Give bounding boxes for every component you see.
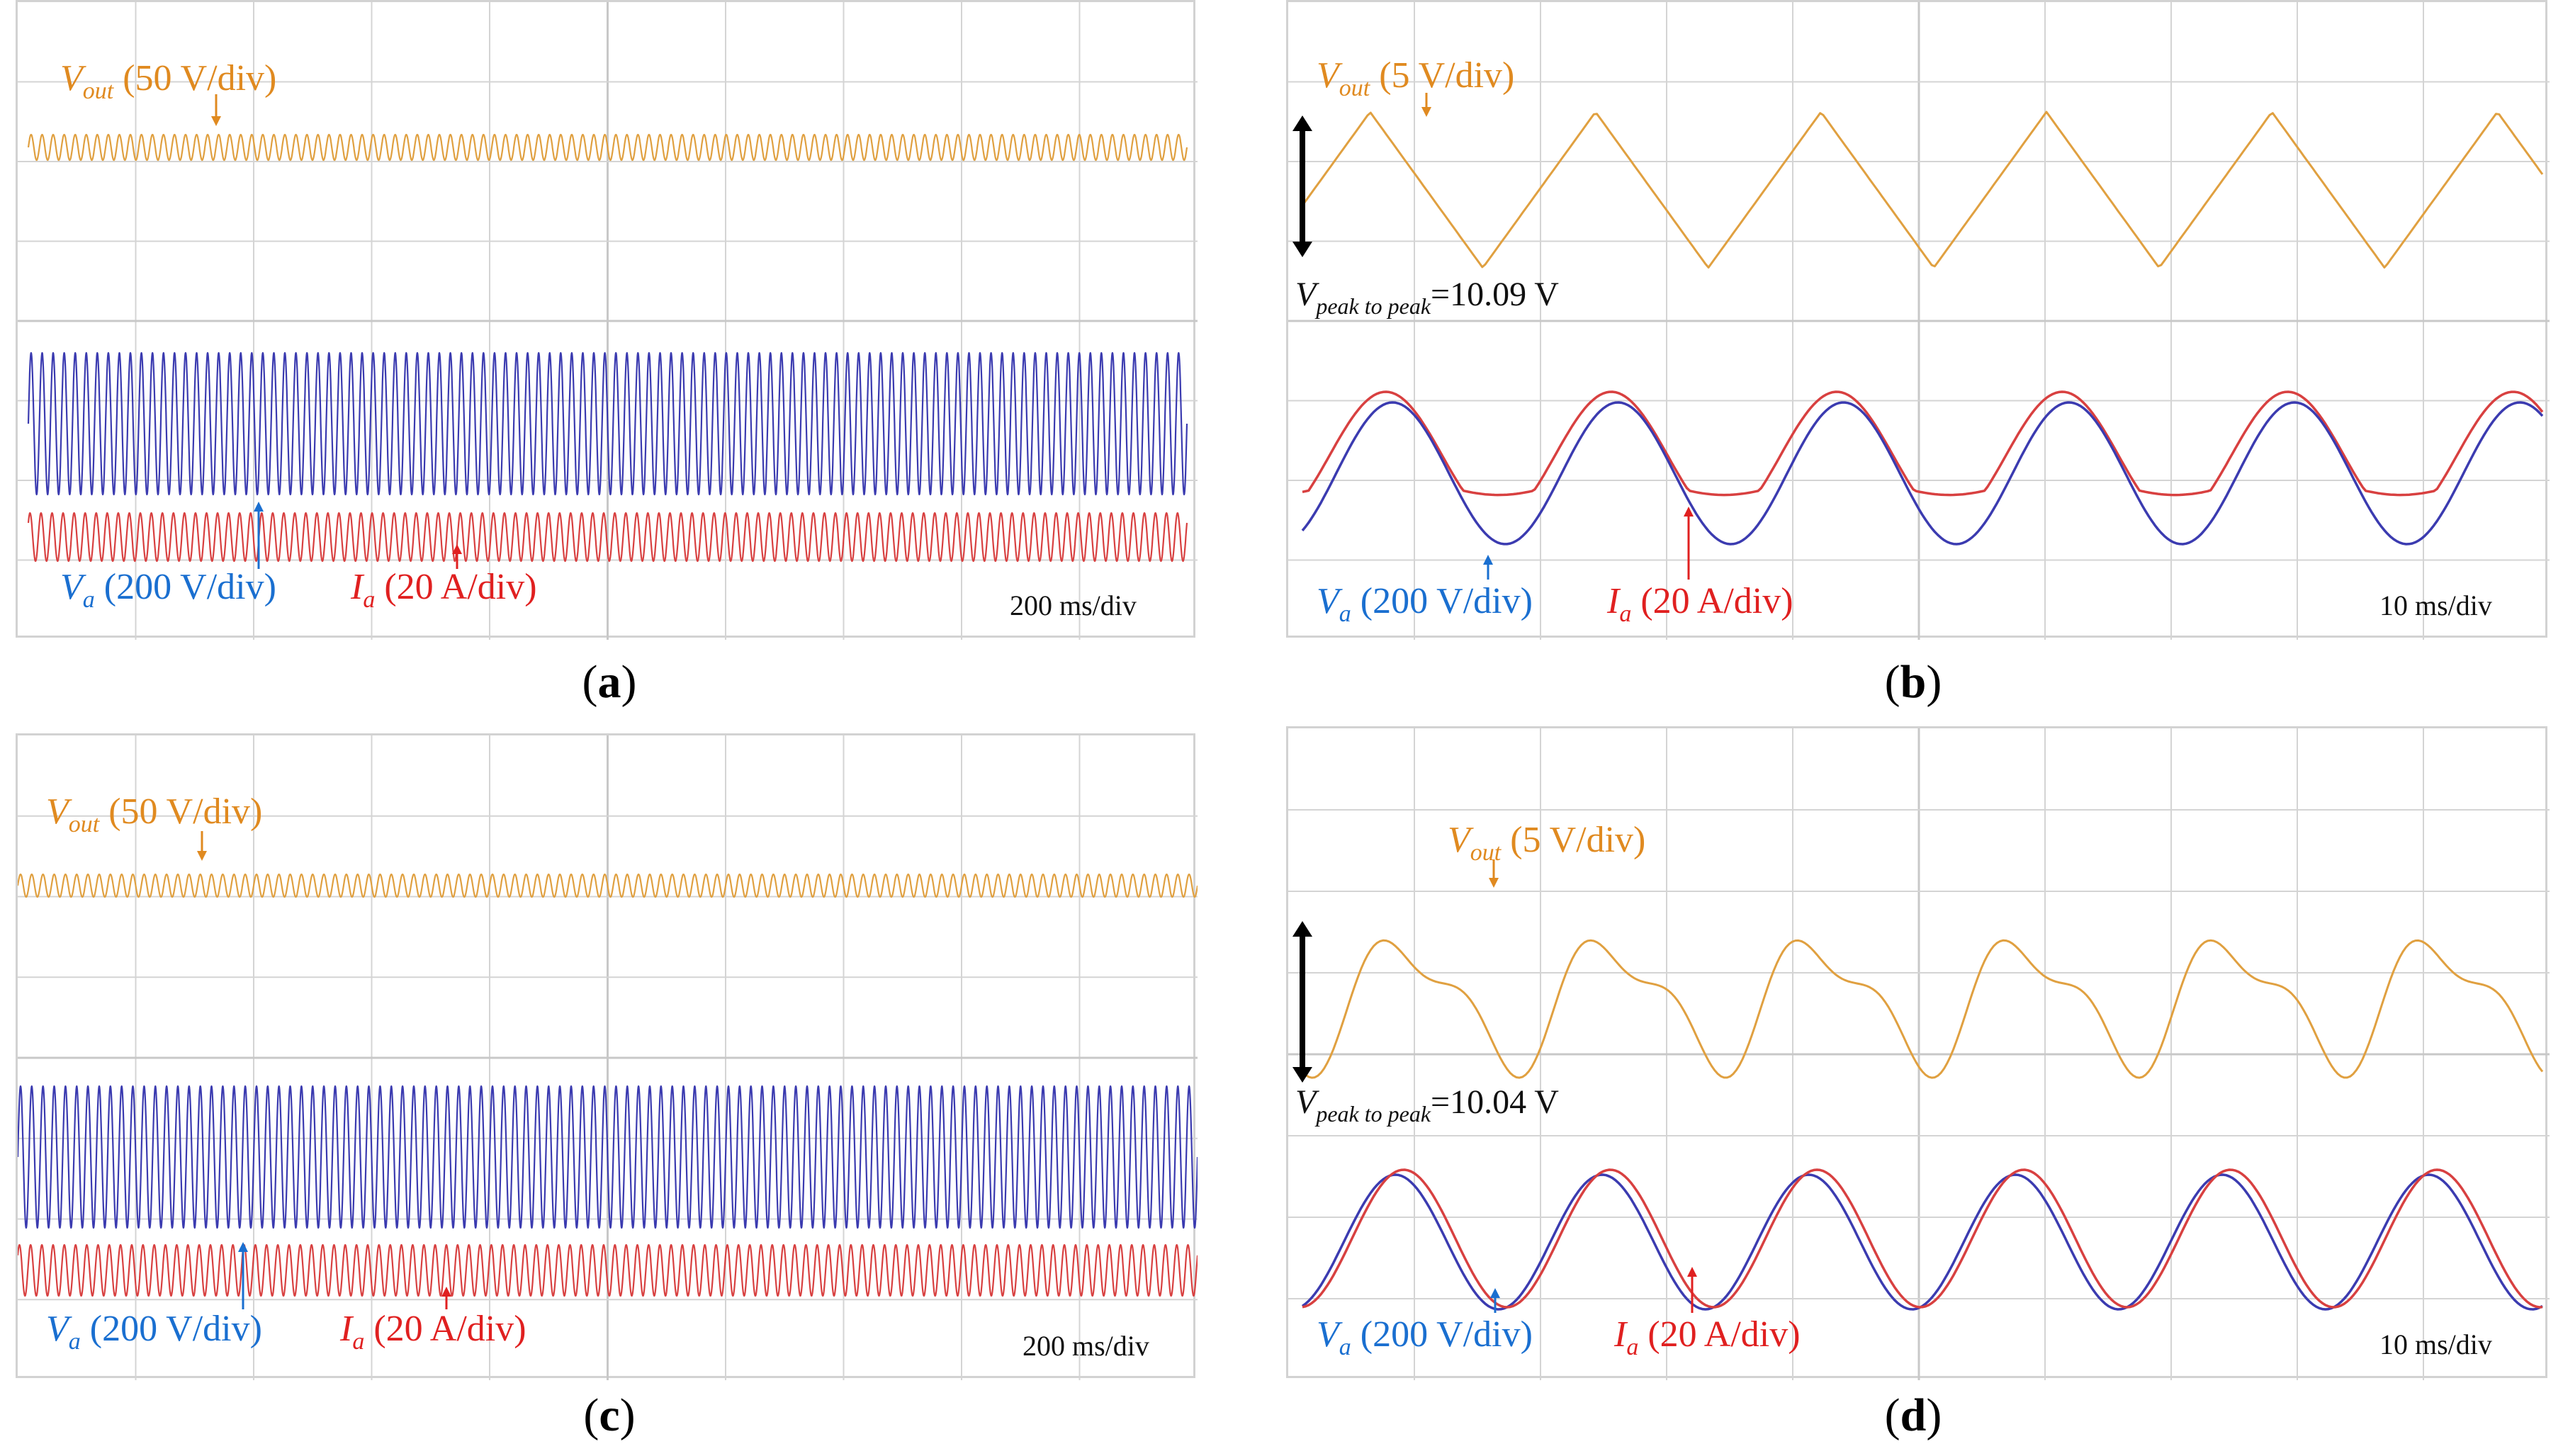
time-div-c: 200 ms/div bbox=[1023, 1330, 1149, 1362]
ia-label-c: Ia (20 A/div) bbox=[340, 1309, 526, 1355]
vout-trace-b bbox=[1301, 111, 2544, 269]
vout-label-a: Vout (50 V/div) bbox=[60, 58, 277, 104]
va-trace-c bbox=[18, 1085, 1198, 1229]
scope-plot-b bbox=[1288, 2, 2550, 640]
vout-label-b: Vout (5 V/div) bbox=[1317, 55, 1515, 101]
vout-trace-a bbox=[27, 133, 1188, 162]
scope-plot-d bbox=[1288, 728, 2550, 1380]
caption-c: (c) bbox=[583, 1389, 636, 1441]
vpp-label-b: Vpeak to peak=10.09 V bbox=[1295, 276, 1559, 319]
caption-d: (d) bbox=[1884, 1389, 1942, 1441]
caption-a: (a) bbox=[582, 656, 637, 708]
vpp-arrow-d-top bbox=[1292, 921, 1312, 937]
va-label-b: Va (200 V/div) bbox=[1317, 581, 1533, 627]
grid-c bbox=[18, 735, 1198, 1380]
grid-b bbox=[1288, 2, 2550, 640]
vout-label-c: Vout (50 V/div) bbox=[46, 791, 263, 837]
ia-trace-c bbox=[18, 1243, 1198, 1297]
time-div-b: 10 ms/div bbox=[2379, 589, 2492, 621]
ia-arrow-c-head bbox=[441, 1287, 451, 1297]
vout-arrow-c-head bbox=[197, 851, 207, 861]
va-arrow-d-head bbox=[1490, 1288, 1500, 1298]
vout-arrow-b-head bbox=[1421, 107, 1431, 117]
va-label-a: Va (200 V/div) bbox=[60, 567, 276, 613]
panel-c: Vout (50 V/div) Va (200 V/div) Ia (20 A/… bbox=[16, 733, 1198, 1380]
ia-trace-b bbox=[1302, 390, 2544, 497]
va-label-d: Va (200 V/div) bbox=[1317, 1314, 1533, 1360]
vout-arrow-d-head bbox=[1489, 878, 1499, 888]
time-div-a: 200 ms/div bbox=[1010, 589, 1137, 621]
vout-arrow-a-head bbox=[211, 116, 221, 126]
va-arrow-c-head bbox=[238, 1242, 248, 1252]
vout-trace-d bbox=[1301, 939, 2544, 1079]
ia-label-d: Ia (20 A/div) bbox=[1614, 1314, 1801, 1360]
va-arrow-a-head bbox=[254, 502, 264, 512]
va-trace-a bbox=[27, 351, 1188, 496]
ia-arrow-b-head bbox=[1684, 507, 1694, 517]
vout-trace-c bbox=[18, 873, 1198, 898]
scope-plot-a bbox=[18, 2, 1198, 640]
panel-a: Vout (50 V/div) Va (200 V/div) Ia (20 A/… bbox=[16, 0, 1198, 640]
time-div-d: 10 ms/div bbox=[2379, 1328, 2492, 1360]
ia-arrow-d-head bbox=[1687, 1267, 1697, 1277]
va-trace-b bbox=[1301, 401, 2544, 546]
va-arrow-b-head bbox=[1483, 555, 1493, 565]
vout-label-d: Vout (5 V/div) bbox=[1448, 820, 1646, 866]
vpp-arrow-d-bottom bbox=[1292, 1067, 1312, 1083]
ia-trace-a bbox=[27, 512, 1188, 563]
ia-label-a: Ia (20 A/div) bbox=[351, 567, 537, 613]
vpp-arrow-b-bottom bbox=[1292, 242, 1312, 257]
va-trace-d bbox=[1301, 1173, 2543, 1311]
ia-label-b: Ia (20 A/div) bbox=[1607, 581, 1793, 627]
ia-trace-d bbox=[1302, 1168, 2543, 1309]
va-label-c: Va (200 V/div) bbox=[46, 1309, 262, 1355]
grid-d bbox=[1288, 728, 2550, 1380]
scope-plot-c bbox=[18, 735, 1198, 1380]
vpp-label-d: Vpeak to peak=10.04 V bbox=[1295, 1083, 1559, 1127]
vpp-arrow-b-top bbox=[1292, 115, 1312, 131]
caption-b: (b) bbox=[1884, 656, 1942, 708]
panel-b: Vout (5 V/div) Vpeak to peak=10.09 V Va … bbox=[1286, 0, 2550, 640]
panel-d: Vout (5 V/div) Vpeak to peak=10.04 V Va … bbox=[1286, 726, 2550, 1380]
ia-arrow-a-head bbox=[452, 544, 462, 554]
